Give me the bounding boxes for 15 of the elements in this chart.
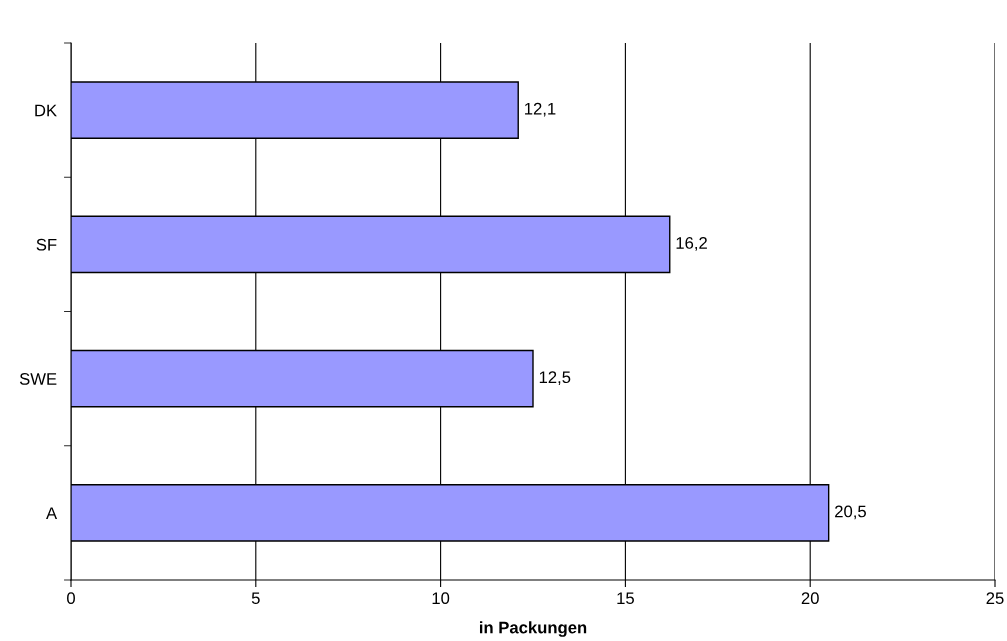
x-tick-label: 15 <box>617 592 634 605</box>
data-label: 20,5 <box>835 505 866 520</box>
y-tick-label: A <box>46 507 58 519</box>
x-tick-label: 25 <box>986 592 1004 605</box>
y-tick-label: DK <box>35 104 57 117</box>
data-label: 16,2 <box>676 237 707 251</box>
x-tick-label: 5 <box>251 592 260 605</box>
x-tick-label: 10 <box>432 592 450 605</box>
data-label: 12,1 <box>525 102 556 117</box>
x-axis-title: in Packungen <box>479 621 587 637</box>
x-tick-label: 0 <box>67 592 75 605</box>
y-tick-label: SWE <box>19 373 57 385</box>
data-label: 12,5 <box>539 371 571 386</box>
y-tick-label: SF <box>36 238 57 251</box>
x-tick-label: 20 <box>801 592 819 605</box>
